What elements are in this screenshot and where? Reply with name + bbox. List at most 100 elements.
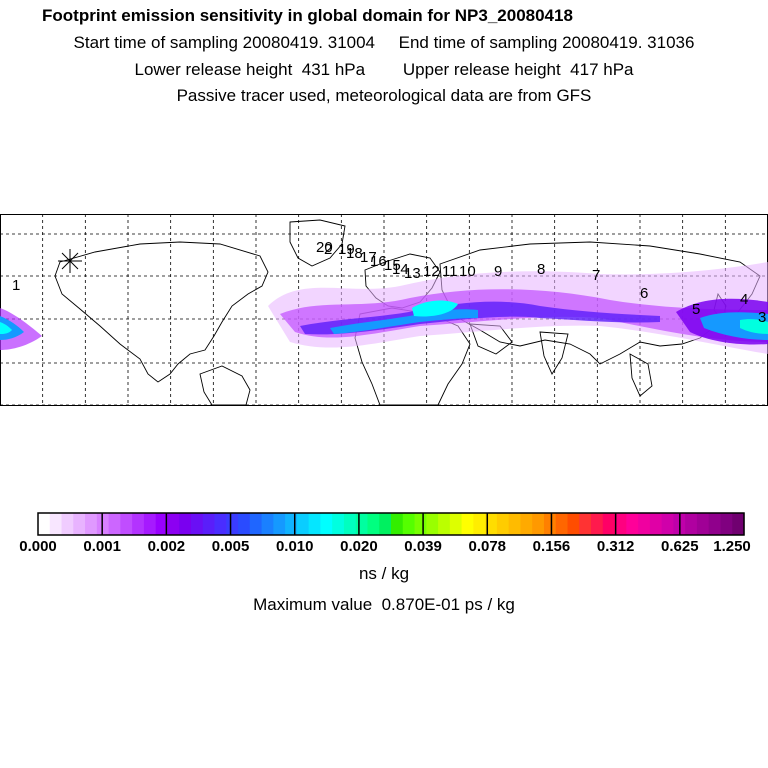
colorbar-swatch [496,513,510,535]
colorbar-tick-label: 0.020 [340,538,378,555]
colorbar-swatch [438,513,451,535]
colorbar-tick-label: 0.078 [468,538,507,555]
colorbar-swatch [273,513,286,535]
colorbar-tick-label: 0.312 [596,538,635,555]
colorbar-tick-label: 0.000 [19,538,57,555]
trajectory-label-1: 1 [12,277,20,294]
colorbar-tick-label: 0.039 [404,538,442,555]
colorbar-swatch [38,513,51,535]
trajectory-label-11: 11 [442,263,458,280]
release-location-marker [58,249,82,273]
trajectory-label-6: 6 [640,285,648,302]
colorbar-swatch [414,513,427,535]
colorbar-swatch [555,513,569,535]
trajectory-label-18: 18 [346,245,363,262]
colorbar-swatch [602,513,616,535]
trajectory-label-19: 19 [338,241,355,258]
colorbar-swatch [508,513,522,535]
maximum-value-label: Maximum value 0.870E-01 ps / kg [253,595,515,614]
trajectory-label-20: 20 [316,239,333,256]
trajectory-label-15: 15 [384,257,401,274]
colorbar-swatch [202,513,216,535]
colorbar-swatch [720,513,733,535]
colorbar-swatch [73,513,86,535]
colorbar-swatch [355,513,369,535]
colorbar-swatch [261,513,274,535]
colorbar-swatch [696,513,710,535]
colorbar-swatch [520,513,533,535]
colorbar-swatch [190,513,204,535]
trajectory-label-17: 17 [360,249,377,266]
colorbar-swatch [732,513,745,535]
colorbar-swatch [285,513,298,535]
colorbar-swatch [402,513,416,535]
colorbar-units: ns / kg [358,564,410,583]
colorbar-tick-label: 0.156 [532,538,571,555]
sampling-time-line: Start time of sampling 20080419. 31004 E… [73,33,695,52]
colorbar-swatch [296,513,310,535]
colorbar-swatch [179,513,192,535]
colorbar-swatch [426,513,439,535]
emission-footprint [0,262,768,354]
colorbar-swatch [638,513,651,535]
colorbar-swatch [367,513,380,535]
colorbar-tick-label: 0.002 [147,538,186,555]
colorbar-tick-label: 0.001 [83,538,121,555]
colorbar-swatch [391,513,404,535]
trajectory-label-10: 10 [459,263,476,280]
colorbar-tick-label: 1.250 [713,538,751,555]
colorbar-swatch [343,513,357,535]
colorbar-swatch [96,513,110,535]
tracer-note-line: Passive tracer used, meteorological data… [176,86,592,105]
trajectory-label-7: 7 [592,267,600,284]
colorbar-swatch [685,513,698,535]
colorbar-swatch [320,513,333,535]
colorbar-swatch [708,513,722,535]
colorbar [0,508,768,548]
colorbar-swatch [485,513,498,535]
colorbar-swatch [132,513,145,535]
colorbar-swatch [238,513,251,535]
trajectory-label-3: 3 [758,309,766,326]
colorbar-swatch [49,513,63,535]
colorbar-swatch [661,513,674,535]
trajectory-label-5: 5 [692,301,700,318]
colorbar-swatch [649,513,663,535]
colorbar-swatch [120,513,133,535]
colorbar-swatch [108,513,121,535]
colorbar-swatch [167,513,180,535]
trajectory-label-16: 16 [370,253,387,270]
colorbar-swatch [567,513,580,535]
colorbar-swatch [155,513,169,535]
trajectory-label-13: 13 [404,265,421,282]
trajectory-label-14: 14 [392,261,409,278]
release-height-line: Lower release height 431 hPa Upper relea… [134,60,634,79]
colorbar-tick-label: 0.625 [661,538,699,555]
colorbar-swatch [449,513,463,535]
trajectory-label-9: 9 [494,263,502,280]
map-title: Footprint emission sensitivity in global… [42,6,573,25]
colorbar-tick-label: 0.010 [275,538,314,555]
colorbar-swatch [591,513,604,535]
colorbar-swatch [379,513,392,535]
colorbar-swatch [308,513,321,535]
trajectory-label-4: 4 [740,291,748,308]
colorbar-tick-label: 0.005 [211,538,250,555]
colorbar-swatch [143,513,157,535]
colorbar-swatch [626,513,639,535]
colorbar-swatch [226,513,239,535]
trajectory-label-2: 2 [324,241,332,258]
colorbar-swatch [461,513,474,535]
colorbar-swatch [214,513,227,535]
colorbar-swatch [543,513,557,535]
trajectory-label-12: 12 [423,263,440,280]
colorbar-svg [37,512,745,536]
colorbar-swatch [473,513,486,535]
colorbar-swatch [85,513,98,535]
colorbar-swatch [61,513,74,535]
colorbar-swatch [249,513,263,535]
colorbar-swatch [332,513,345,535]
colorbar-swatch [614,513,627,535]
